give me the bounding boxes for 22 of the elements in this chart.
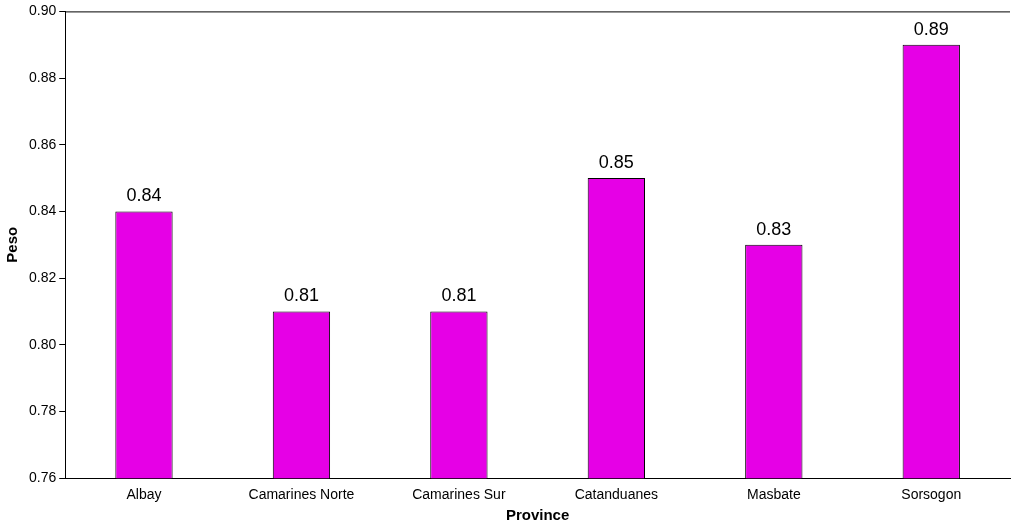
y-tick-label: 0.88 bbox=[29, 68, 57, 85]
x-axis-title: Province bbox=[505, 506, 570, 524]
y-tick-label: 0.82 bbox=[29, 269, 57, 285]
y-tick-label: 0.90 bbox=[29, 2, 57, 19]
y-tick-label: 0.78 bbox=[29, 402, 57, 419]
x-tick-label: Camarines Norte bbox=[248, 486, 355, 503]
y-tick-label: 0.76 bbox=[29, 469, 57, 486]
y-tick-label: 0.80 bbox=[29, 335, 57, 352]
data-label: 0.81 bbox=[283, 285, 319, 306]
data-label: 0.89 bbox=[913, 18, 949, 39]
x-tick-label: Sorsogon bbox=[901, 486, 962, 503]
x-tick-label: Albay bbox=[126, 486, 162, 503]
x-tick-label: Catanduanes bbox=[574, 486, 658, 503]
x-tick-label: Camarines Sur bbox=[412, 486, 506, 503]
data-label: 0.85 bbox=[598, 152, 634, 173]
y-tick-label: 0.86 bbox=[29, 135, 57, 152]
data-label: 0.84 bbox=[126, 185, 162, 206]
x-tick-label: Masbate bbox=[746, 486, 801, 503]
y-axis-title: Peso bbox=[3, 226, 21, 263]
data-label: 0.83 bbox=[756, 218, 792, 239]
data-label: 0.81 bbox=[441, 285, 477, 306]
y-tick-label: 0.84 bbox=[29, 202, 57, 219]
